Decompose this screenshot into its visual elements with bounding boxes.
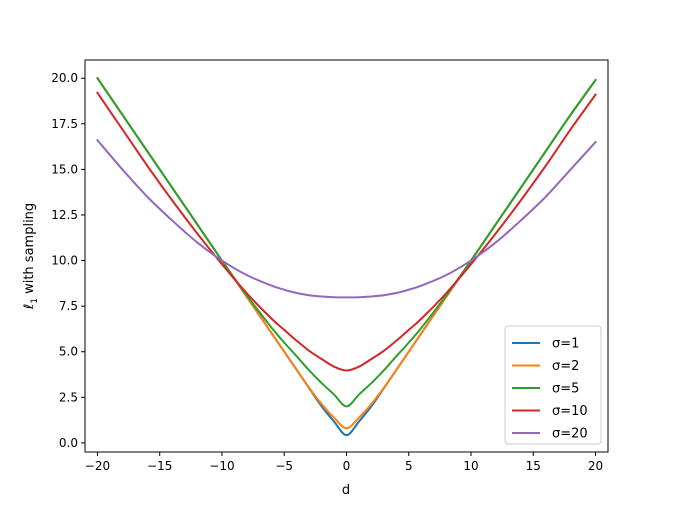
y-tick-label: 17.5 (51, 117, 78, 131)
x-tick-label: −20 (85, 459, 110, 473)
y-axis-label-subscript: 1 (30, 298, 40, 304)
y-axis-label-rest: with sampling (22, 203, 37, 298)
legend-label-2: σ=2 (552, 359, 579, 374)
x-ticks: −20 −15 −10 −5 0 5 10 15 20 (85, 452, 603, 473)
y-tick-label: 2.5 (59, 390, 78, 404)
x-tick-label: −5 (275, 459, 293, 473)
x-tick-label: −15 (147, 459, 172, 473)
legend-label-1: σ=1 (552, 337, 579, 352)
x-tick-label: −10 (209, 459, 234, 473)
x-tick-label: 5 (405, 459, 413, 473)
y-tick-label: 10.0 (51, 254, 78, 268)
series-layer (96, 76, 597, 437)
series-line-3 (96, 76, 597, 408)
x-axis-label: d (342, 483, 350, 498)
series-line-4 (96, 91, 597, 372)
y-axis-label-ell: ℓ (22, 304, 37, 310)
legend-label-5: σ=20 (552, 427, 588, 442)
y-tick-label: 20.0 (51, 71, 78, 85)
y-tick-label: 0.0 (59, 436, 78, 450)
legend-label-4: σ=10 (552, 404, 588, 419)
legend-label-3: σ=5 (552, 382, 579, 397)
x-tick-label: 20 (588, 459, 603, 473)
y-tick-label: 15.0 (51, 162, 78, 176)
y-tick-label: 5.0 (59, 345, 78, 359)
y-tick-label: 12.5 (51, 208, 78, 222)
y-tick-label: 7.5 (59, 299, 78, 313)
series-line-5 (96, 138, 597, 299)
y-axis-label: ℓ1 with sampling (22, 203, 40, 310)
y-ticks: 0.0 2.5 5.0 7.5 10.0 12.5 15.0 17.5 20.0 (51, 71, 85, 450)
x-tick-label: 15 (526, 459, 541, 473)
legend: σ=1 σ=2 σ=5 σ=10 σ=20 (504, 325, 602, 445)
x-tick-label: 10 (463, 459, 478, 473)
x-tick-label: 0 (343, 459, 351, 473)
legend-box (504, 325, 602, 445)
